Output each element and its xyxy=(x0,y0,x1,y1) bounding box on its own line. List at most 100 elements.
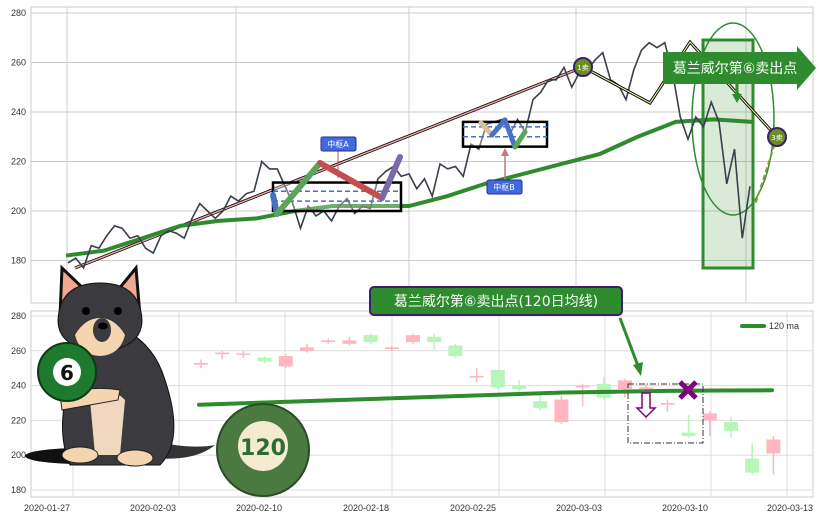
bottom-xtick-label: 2020-02-18 xyxy=(343,503,389,513)
ma120-line-top xyxy=(65,117,753,258)
zhongshu-b-label-bg xyxy=(486,179,523,195)
candle-body xyxy=(618,380,632,390)
candle xyxy=(766,436,781,475)
top-ytick-label: 240 xyxy=(11,107,26,117)
bottom-ytick-label: 180 xyxy=(11,485,26,495)
candle-body xyxy=(384,347,399,350)
dog-eye-left xyxy=(82,307,90,315)
candle xyxy=(321,338,336,344)
candle-body xyxy=(321,340,336,343)
zhongshu-b-stroke xyxy=(478,120,495,138)
top-ytick-label: 180 xyxy=(11,256,26,266)
candle-body xyxy=(639,387,654,390)
zhongshu-b-stroke xyxy=(502,117,518,150)
candle xyxy=(278,354,293,369)
annotation-text: 葛兰威尔第⑥卖出点(120日均线) xyxy=(394,293,598,310)
candle-body xyxy=(236,353,251,355)
bottom-ytick-label: 280 xyxy=(11,311,26,321)
bottom-xtick-label: 2020-01-27 xyxy=(24,503,70,513)
candle-body xyxy=(724,422,738,431)
bottom-ytick-label: 220 xyxy=(11,415,26,425)
candle-body xyxy=(427,336,442,343)
candle-body xyxy=(490,369,505,388)
ball-6-icon: 6 xyxy=(37,342,97,402)
candle xyxy=(194,359,208,369)
zhongshu-b-stroke xyxy=(489,117,508,138)
zhongshu-a-stroke xyxy=(274,160,323,217)
candle-body xyxy=(766,439,781,454)
top-ytick-label: 200 xyxy=(11,206,26,216)
candle-body xyxy=(512,385,526,390)
bottom-xtick-label: 2020-03-13 xyxy=(767,503,813,513)
candle-body xyxy=(278,356,293,367)
top-plot-area xyxy=(30,6,814,304)
annotation-arrowhead xyxy=(633,362,643,376)
candle-body xyxy=(745,458,760,473)
candle xyxy=(618,378,632,398)
candle-body xyxy=(406,335,420,343)
price-line xyxy=(67,41,751,270)
candle-body xyxy=(660,403,675,405)
ball-120-center xyxy=(238,421,288,471)
candle xyxy=(342,336,357,346)
ball-120-number: 120 xyxy=(240,436,286,461)
sell-1-marker xyxy=(573,57,593,77)
candle-body xyxy=(575,385,590,388)
ball-120-icon: 120 xyxy=(216,403,310,497)
ball-6-number: 6 xyxy=(60,361,74,385)
candle-body xyxy=(257,357,272,362)
candle xyxy=(745,443,760,475)
zhongshu-a-stroke xyxy=(317,160,385,201)
candle xyxy=(575,383,590,407)
dog-snout xyxy=(93,318,111,342)
bottom-ytick-label: 260 xyxy=(11,346,26,356)
candle xyxy=(512,380,526,393)
cross-marker-icon xyxy=(678,380,698,400)
candle-body xyxy=(215,352,230,355)
zhongshu-a-label-bg xyxy=(320,136,357,152)
annotation-arrow xyxy=(618,317,640,367)
banner-text: 葛兰威尔第⑥卖出点 xyxy=(673,60,798,77)
candle-body xyxy=(448,345,463,357)
banner-down-arrowhead xyxy=(732,94,742,103)
top-ytick-label: 260 xyxy=(11,58,26,68)
bottom-xtick-label: 2020-02-25 xyxy=(450,503,496,513)
candle-body xyxy=(469,376,484,378)
bottom-xtick-label: 2020-03-10 xyxy=(662,503,708,513)
candle xyxy=(257,356,272,363)
dog-nose xyxy=(98,322,108,330)
candle-body xyxy=(363,335,378,343)
candle xyxy=(215,350,230,360)
candle xyxy=(724,416,738,438)
candle-body xyxy=(554,399,569,423)
candle-body xyxy=(300,347,314,351)
candle xyxy=(554,396,569,424)
sell-1-marker-label: 1卖 xyxy=(577,64,588,72)
banner-arrow xyxy=(663,46,816,90)
candle xyxy=(384,345,399,351)
legend-label: 120 ma xyxy=(769,321,799,331)
ma120-line-bottom xyxy=(197,388,774,407)
bottom-xtick-label: 2020-03-03 xyxy=(556,503,602,513)
candle-body xyxy=(702,413,717,421)
annotation-box xyxy=(369,286,623,316)
candle xyxy=(236,350,251,358)
candle xyxy=(406,333,420,344)
candle xyxy=(533,394,548,410)
candle-body xyxy=(342,340,357,344)
bottom-ytick-label: 240 xyxy=(11,381,26,391)
candle-body xyxy=(194,362,208,365)
sell-3-marker-label: 3卖 xyxy=(771,134,782,142)
down-arrow-icon xyxy=(635,392,657,419)
candle xyxy=(490,369,505,390)
bottom-xtick-label: 2020-02-03 xyxy=(130,503,176,513)
candle xyxy=(702,411,717,437)
dog-eye-right xyxy=(114,307,122,315)
zhongshu-b-label: 中枢B xyxy=(493,182,515,192)
candle xyxy=(469,368,484,383)
zhongshu-a-label: 中枢A xyxy=(327,139,349,149)
zhongshu-b-arrowhead xyxy=(501,148,509,156)
candle-body xyxy=(533,401,548,409)
